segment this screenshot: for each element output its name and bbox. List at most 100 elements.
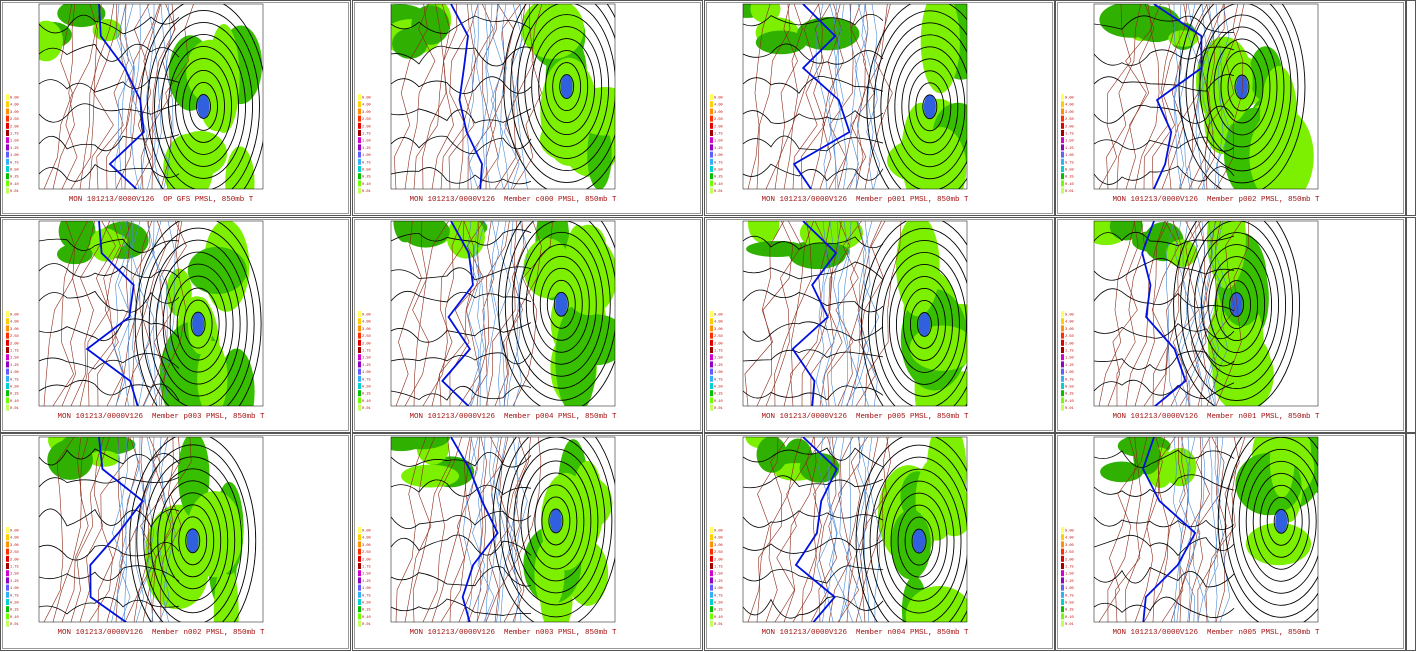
legend-swatch: [6, 166, 9, 172]
isobar: [1224, 437, 1318, 618]
legend-label: 4.00: [10, 321, 19, 325]
legend-label: 1.75: [714, 566, 723, 570]
legend-label: 0.25: [714, 609, 723, 613]
legend-label: 1.75: [1065, 350, 1074, 354]
legend-swatch: [710, 620, 713, 627]
isobar: [497, 221, 615, 406]
isotherm-cold: [830, 221, 841, 406]
legend-swatch: [1061, 591, 1064, 598]
legend-swatch: [358, 101, 361, 108]
precip-core: [1275, 509, 1288, 534]
isobar: [134, 221, 262, 406]
legend-label: 2.00: [714, 125, 723, 129]
legend-label: 2.00: [714, 342, 723, 346]
isotherm-cold: [490, 4, 504, 189]
isotherm: [79, 437, 105, 622]
legend-label: 0.25: [362, 176, 371, 180]
legend-label: 9.00: [362, 97, 371, 101]
isotherm: [140, 4, 176, 189]
legend-swatch: [710, 108, 713, 115]
isobar: [39, 508, 180, 528]
isotherm-cold: [161, 437, 176, 622]
isobar: [391, 451, 532, 468]
isotherm: [837, 437, 868, 622]
isotherm: [422, 4, 451, 189]
legend-swatch: [6, 570, 9, 577]
isobar: [743, 537, 884, 554]
panel-graphic: 9.00 4.00 3.00 2.50 2.00 1.75 1.50 1.25 1.00 0.75…: [1061, 220, 1320, 421]
legend-label: 1.75: [10, 566, 19, 570]
panel-graphic: 9.00 4.00 3.00 2.50 2.00 1.75 1.50 1.25 1.00 0.75…: [710, 3, 969, 204]
isotherm: [828, 437, 861, 622]
legend-swatch: [1061, 613, 1064, 620]
legend-swatch: [710, 101, 713, 108]
precip: [799, 453, 840, 483]
isobar: [1273, 508, 1289, 534]
precip: [1195, 36, 1253, 126]
isotherm: [801, 221, 842, 406]
precip: [56, 244, 93, 265]
legend-label: 9.00: [362, 530, 371, 534]
isobar: [39, 541, 180, 561]
legend-swatch: [710, 527, 713, 533]
isobar: [541, 496, 571, 546]
legend-swatch: [1061, 130, 1064, 136]
legend-label: 9.00: [362, 314, 371, 318]
isotherm: [413, 4, 444, 189]
legend-label: 0.75: [1065, 594, 1074, 598]
legend-swatch: [1061, 368, 1064, 375]
isobar: [39, 448, 180, 466]
legend-swatch: [710, 383, 713, 389]
isotherm-cold: [849, 4, 859, 189]
legend-label: 3.00: [1065, 111, 1074, 115]
isotherm-cold: [492, 437, 506, 622]
legend-label: 1.25: [10, 364, 19, 368]
isobar: [154, 22, 253, 189]
isotherm: [431, 437, 472, 622]
isobar: [552, 62, 582, 112]
isobar: [391, 479, 532, 497]
isotherm-cold: [503, 4, 522, 189]
legend-swatch: [358, 577, 361, 584]
map-frame: [38, 3, 264, 190]
legend-label: 0.50: [714, 602, 723, 606]
isobar: [39, 318, 180, 341]
isotherm: [1098, 437, 1137, 622]
isotherm: [61, 4, 102, 189]
precip: [1260, 66, 1298, 172]
isobar: [168, 45, 239, 167]
legend-label: 1.00: [362, 154, 371, 158]
panel-graphic: 9.00 4.00 3.00 2.50 2.00 1.75 1.50 1.25 1.00 0.75…: [6, 220, 265, 421]
isobar: [890, 492, 948, 590]
map-frame: [390, 3, 616, 190]
precip: [890, 509, 931, 580]
isobar: [391, 598, 532, 616]
legend-label: 0.75: [362, 161, 371, 165]
isotherm: [1107, 437, 1148, 622]
isotherm-cold: [1194, 221, 1206, 406]
legend-label: 2.50: [362, 335, 371, 339]
precip: [187, 246, 247, 295]
isobar: [908, 70, 952, 144]
legend-label: 0.75: [714, 594, 723, 598]
legend-label: 0.10: [10, 616, 19, 620]
legend-swatch: [358, 397, 361, 404]
panel: 9.00 4.00 3.00 2.50 2.00 1.75 1.50 1.25 1.00 0.75…: [704, 217, 1055, 433]
isobar: [185, 528, 201, 554]
legend-label: 9.00: [10, 530, 19, 534]
legend-label: 0.25: [1065, 609, 1074, 613]
precip-core: [918, 312, 931, 337]
isotherm-cold: [156, 437, 170, 622]
caption: MON 101213/0000V126 Member n005 PMSL, 85…: [1112, 629, 1320, 637]
panel: 9.00 4.00 3.00 2.50 2.00 1.75 1.50 1.25 1.00 0.75…: [0, 217, 351, 433]
panel-graphic: 9.00 4.00 3.00 2.50 2.00 1.75 1.50 1.25 1.00 0.75…: [358, 436, 617, 637]
legend-swatch: [358, 361, 361, 368]
legend-swatch: [1061, 166, 1064, 172]
legend-swatch: [358, 332, 361, 339]
panel-graphic: 9.00 4.00 3.00 2.50 2.00 1.75 1.50 1.25 1.00 0.75…: [358, 220, 617, 421]
isobar: [1178, 4, 1306, 189]
isotherm: [1152, 437, 1186, 622]
legend-label: 1.75: [1065, 133, 1074, 137]
legend-label: 9.00: [714, 314, 723, 318]
isobar: [532, 255, 590, 353]
